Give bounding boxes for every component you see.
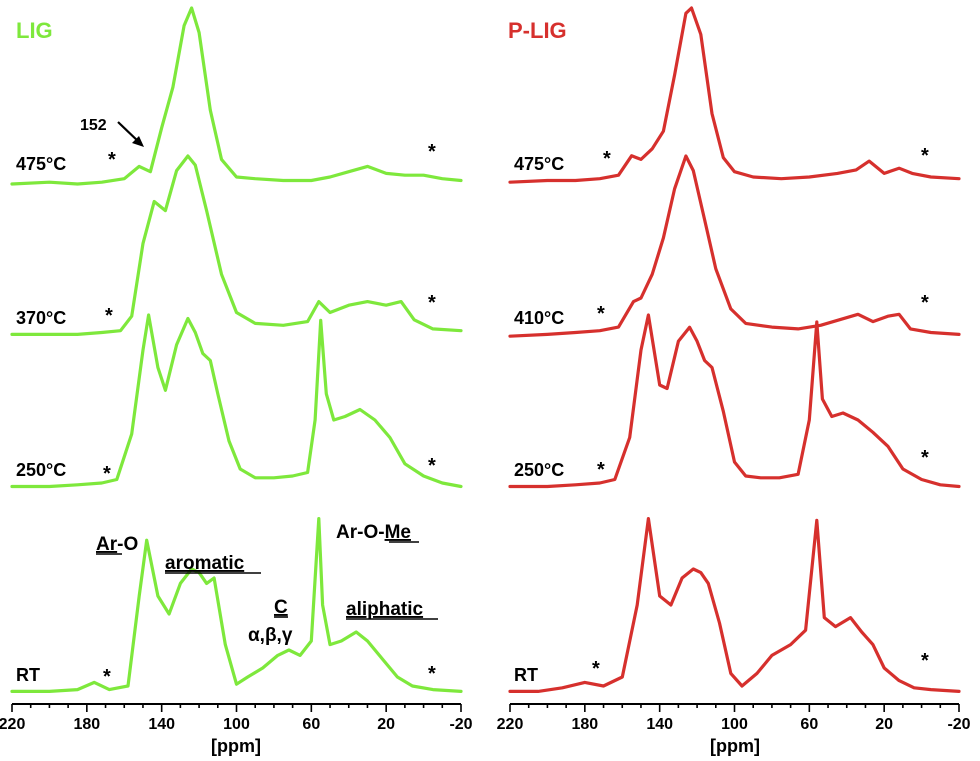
lig-sideband-marker-right: * [428, 292, 436, 314]
plig-x-tick-label: 140 [646, 716, 673, 733]
plig-sideband-marker-right: * [921, 650, 929, 672]
plig-panel: P-LIG 475°C * * 410°C * * 250°C * * RT * * 220 180 14… [497, 6, 971, 756]
plig-series-label: RT [514, 665, 538, 685]
lig-x-tick-label: -20 [449, 716, 472, 733]
lig-peak-arrowhead [132, 136, 144, 147]
lig-sideband-marker-right: * [428, 455, 436, 477]
lig-x-tick-label: 220 [0, 716, 25, 733]
lig-label-ar-o: Ar-O [96, 534, 138, 555]
plig-x-tick-label: -20 [947, 716, 970, 733]
plig-sideband-marker-left: * [592, 658, 600, 680]
lig-sideband-marker-right: * [428, 141, 436, 163]
lig-x-axis-label: [ppm] [211, 736, 261, 756]
lig-sideband-marker-right: * [428, 663, 436, 685]
plig-sideband-marker-left: * [597, 459, 605, 481]
lig-panel: LIG 475°C * * 370°C * * 250°C * * RT * * 220 180 140 1… [0, 6, 473, 756]
lig-label-aromatic: aromatic [165, 553, 245, 574]
plig-spectrum-line [508, 6, 961, 184]
plig-x-tick-label: 60 [800, 716, 818, 733]
lig-x-tick-label: 20 [377, 716, 395, 733]
lig-sideband-marker-left: * [103, 666, 111, 688]
lig-underlines [96, 541, 438, 620]
lig-spectrum-line [10, 6, 463, 186]
lig-x-tick-label: 180 [73, 716, 100, 733]
lig-sideband-marker-left: * [103, 463, 111, 485]
lig-series-label: 475°C [16, 154, 66, 174]
plig-series-label: 410°C [514, 308, 564, 328]
lig-label-ar-o-me: Ar-O-Me [336, 522, 411, 543]
lig-label-alpha-beta-gamma: α,β,γ [248, 625, 293, 646]
plig-sideband-marker-right: * [921, 447, 929, 469]
plig-sideband-marker-left: * [603, 148, 611, 170]
plig-spectrum-line [508, 313, 961, 489]
lig-sideband-marker-left: * [105, 305, 113, 327]
plig-x-tick-label: 100 [721, 716, 748, 733]
lig-x-axis: 220 180 140 100 60 20 -20 [0, 703, 473, 733]
plig-x-axis-label: [ppm] [710, 736, 760, 756]
plig-spectrum-line [508, 154, 961, 338]
plig-series-label: 475°C [514, 154, 564, 174]
plig-spectrum-line [508, 517, 961, 693]
lig-label-aliphatic: aliphatic [346, 599, 424, 620]
lig-x-tick-label: 140 [148, 716, 175, 733]
lig-peak-label-152: 152 [80, 117, 107, 134]
plig-x-tick-label: 180 [571, 716, 598, 733]
plig-sideband-marker-right: * [921, 292, 929, 314]
plig-x-axis: 220 180 140 100 60 20 -20 [497, 703, 971, 733]
lig-sideband-marker-left: * [108, 149, 116, 171]
plig-spectra: 475°C * * 410°C * * 250°C * * RT * * [508, 6, 961, 693]
lig-series-label: 370°C [16, 308, 66, 328]
lig-spectrum-line [10, 313, 463, 489]
lig-series-label: 250°C [16, 460, 66, 480]
lig-label-c: C [274, 597, 288, 618]
plig-sideband-marker-left: * [597, 303, 605, 325]
lig-title: LIG [16, 18, 53, 43]
lig-spectrum-line [10, 154, 463, 336]
lig-spectra: 475°C * * 370°C * * 250°C * * RT * * [10, 6, 463, 693]
plig-title: P-LIG [508, 18, 567, 43]
plig-series-label: 250°C [514, 460, 564, 480]
lig-series-label: RT [16, 665, 40, 685]
lig-x-tick-label: 60 [302, 716, 320, 733]
lig-x-tick-label: 100 [223, 716, 250, 733]
lig-spectrum-line [10, 517, 463, 693]
plig-sideband-marker-right: * [921, 145, 929, 167]
plig-x-tick-label: 220 [497, 716, 524, 733]
plig-x-tick-label: 20 [875, 716, 893, 733]
